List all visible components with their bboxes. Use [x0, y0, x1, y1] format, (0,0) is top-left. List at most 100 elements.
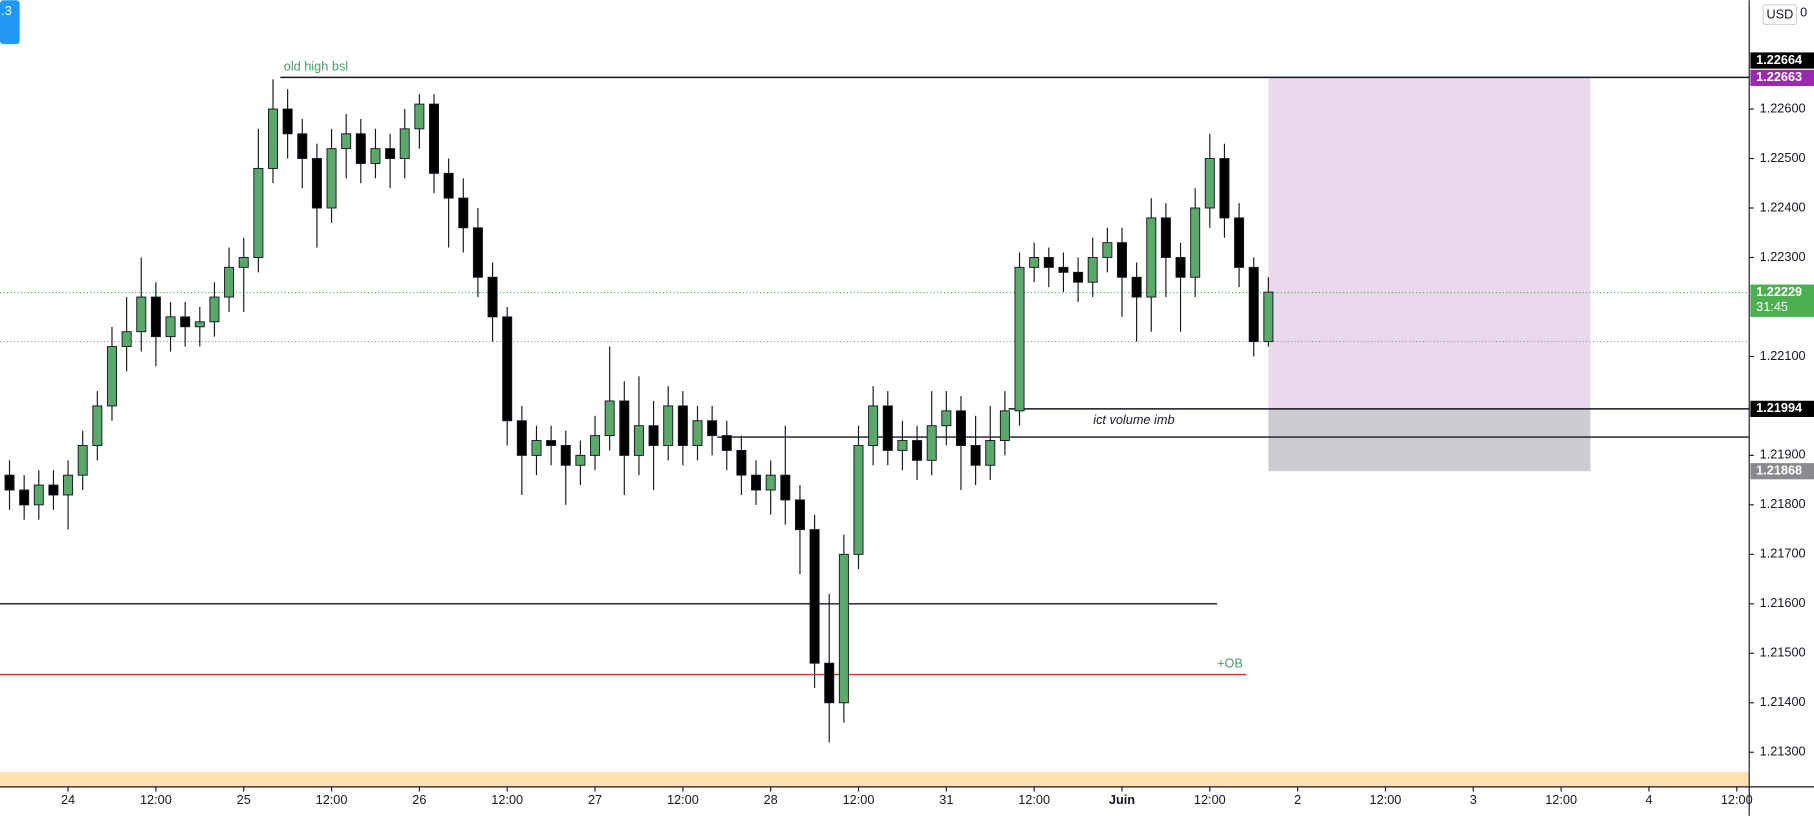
x-tick-label: 12:00 [140, 792, 172, 807]
annotation-label: ict volume imb [1093, 412, 1174, 427]
x-tick-label: 12:00 [316, 792, 348, 807]
candle-body [707, 420, 718, 437]
candle-body [692, 420, 703, 446]
candle-body [1116, 242, 1127, 278]
candle-body [633, 425, 644, 456]
candle-body [33, 484, 44, 506]
price-tag-label: 1.22229 [1756, 284, 1802, 299]
y-tick-label: 1.21900 [1760, 447, 1806, 462]
x-tick-label: 3 [1470, 792, 1477, 807]
y-tick-label: 1.21500 [1760, 645, 1806, 660]
y-tick-label: 1.21700 [1760, 546, 1806, 561]
currency-button[interactable] [1762, 4, 1798, 26]
candle-body [1043, 257, 1054, 268]
candle-body [765, 474, 776, 491]
candle-body [985, 440, 996, 466]
candle-body [1014, 266, 1025, 412]
y-tick-label: 1.22600 [1760, 100, 1806, 115]
candle-body [4, 474, 15, 491]
price-tag [1750, 69, 1814, 86]
y-tick-label: 1.21400 [1760, 694, 1806, 709]
candle-body [92, 405, 103, 446]
candle-body [1087, 257, 1098, 283]
x-tick-label: Juin [1109, 792, 1135, 807]
candle-body [941, 410, 952, 427]
price-tag-countdown: 31:45 [1756, 299, 1788, 314]
candle-body [1073, 271, 1084, 283]
candle-body [311, 158, 322, 209]
x-tick-label: 31 [939, 792, 953, 807]
candle-body [180, 316, 191, 328]
y-tick-label: 1.22100 [1760, 348, 1806, 363]
annotation-label: +OB [1217, 656, 1243, 671]
candle-body [1219, 158, 1230, 219]
candle-body [165, 316, 176, 338]
x-tick-label: 25 [237, 792, 251, 807]
x-tick-label: 12:00 [1018, 792, 1050, 807]
candle-body [326, 148, 337, 209]
candle-body [458, 197, 469, 229]
candle-body [721, 435, 732, 451]
candle-body [502, 316, 513, 422]
plot: old high bsl ict volume imb +OB [0, 58, 1750, 743]
x-tick-label: 24 [61, 792, 75, 807]
candle-body [370, 148, 381, 164]
candle-body [926, 425, 937, 461]
candle-body [780, 474, 791, 501]
candle-body [546, 440, 557, 446]
candle-body [48, 484, 59, 496]
candle-body [253, 167, 264, 258]
candle-body [443, 172, 454, 199]
zone-box [1268, 408, 1591, 472]
x-tick-label: 12:00 [491, 792, 523, 807]
candle-body [604, 400, 615, 437]
price-tag-label: 1.22664 [1756, 52, 1802, 67]
candle-body [999, 410, 1010, 442]
candle-body [429, 103, 440, 174]
candle-body [955, 410, 966, 446]
x-tick-label: 27 [588, 792, 602, 807]
candle-body [619, 400, 630, 456]
x-tick-label: 2 [1294, 792, 1301, 807]
candle-body [677, 405, 688, 446]
annotation-label: old high bsl [284, 58, 348, 73]
price-tag-label: 1.22663 [1756, 69, 1802, 84]
candle-body [487, 276, 498, 318]
candle-body [267, 108, 278, 169]
candle-body [63, 474, 74, 496]
candle-body [648, 425, 659, 446]
badge[interactable] [0, 0, 20, 45]
price-tag [1750, 463, 1814, 480]
x-tick-label: 26 [412, 792, 426, 807]
candle-body [853, 445, 864, 555]
candle-body [809, 529, 820, 664]
badge-text: .3 [1, 3, 12, 18]
x-tick-label: 12:00 [667, 792, 699, 807]
candle-body [1131, 276, 1142, 298]
candle-body [136, 296, 147, 333]
price-tag [1750, 400, 1814, 417]
candle-body [385, 148, 396, 159]
candle-body [516, 420, 527, 456]
x-tick-label: 12:00 [843, 792, 875, 807]
x-tick-label: 12:00 [1370, 792, 1402, 807]
y-tick-label: 1.21600 [1760, 595, 1806, 610]
price-tag [1750, 284, 1814, 317]
candle-body [1058, 266, 1069, 273]
price-tag [1750, 52, 1814, 69]
candle-body [1175, 257, 1186, 278]
corner-text: 0 [1800, 4, 1807, 19]
candle-body [224, 266, 235, 298]
candle-body [341, 133, 352, 150]
candle-body [751, 474, 762, 491]
candle-body [414, 103, 425, 130]
candle-body [590, 435, 601, 456]
y-tick-label: 1.22500 [1760, 150, 1806, 165]
candle-body [1263, 291, 1274, 343]
candle-body [794, 499, 805, 531]
session-band [0, 771, 1750, 787]
candle-body [297, 133, 308, 159]
y-tick-label: 1.22400 [1760, 199, 1806, 214]
candle-body [472, 227, 483, 278]
